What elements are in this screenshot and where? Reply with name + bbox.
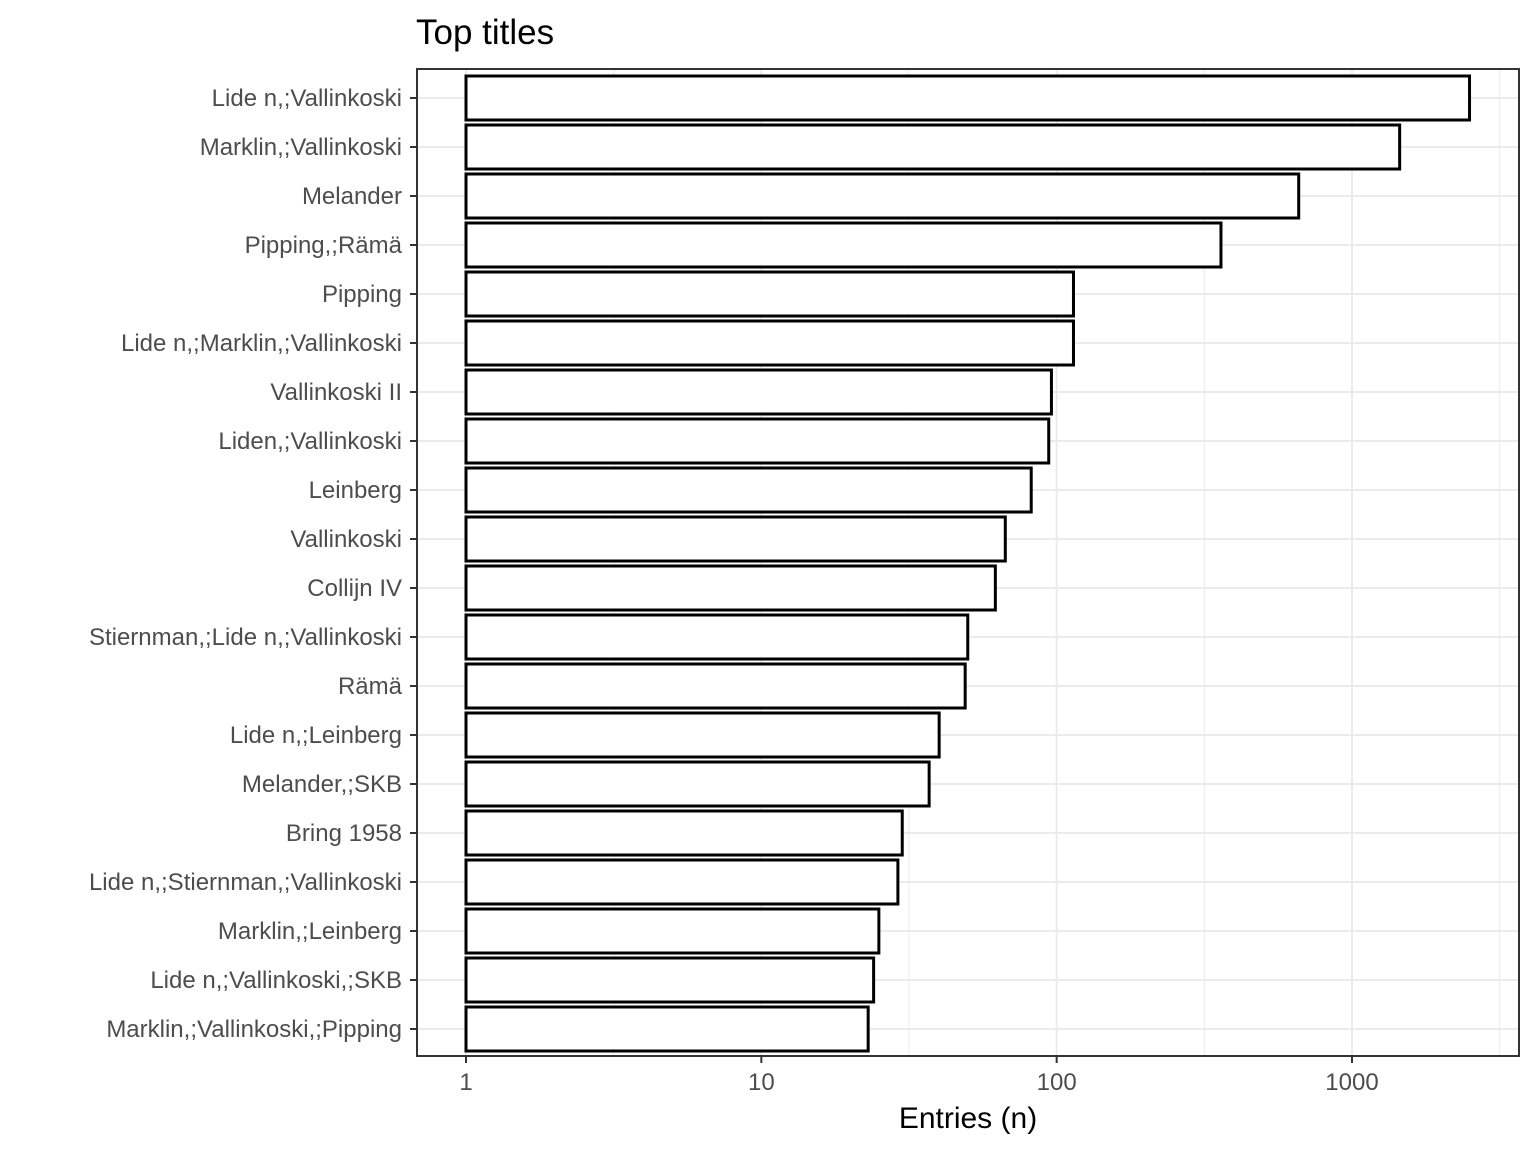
y-tick-label: Vallinkoski II bbox=[270, 379, 402, 406]
y-tick-label: Rämä bbox=[338, 673, 403, 700]
y-axis: Lide n,;Vallinkoski Marklin,;Vallinkoski M… bbox=[89, 85, 417, 1043]
bar bbox=[464, 466, 1033, 514]
y-tick-label: Liden,;Vallinkoski bbox=[218, 428, 402, 455]
y-tick-label: Marklin,;Vallinkoski bbox=[200, 134, 402, 161]
y-tick-label: Stiernman,;Lide n,;Vallinkoski bbox=[89, 624, 402, 651]
bar bbox=[464, 907, 881, 955]
bar bbox=[464, 221, 1223, 269]
y-tick-label: Lide n,;Vallinkoski bbox=[212, 85, 402, 112]
x-tick-label: 100 bbox=[1037, 1069, 1077, 1096]
bar bbox=[464, 515, 1007, 563]
y-tick-label: Lide n,;Vallinkoski,;SKB bbox=[150, 967, 402, 994]
bar bbox=[464, 858, 900, 906]
y-tick-label: Vallinkoski bbox=[290, 526, 402, 553]
bar bbox=[464, 1005, 870, 1053]
y-tick-label: Lide n,;Stiernman,;Vallinkoski bbox=[89, 869, 402, 896]
y-tick-label: Pipping,;Rämä bbox=[245, 232, 403, 259]
bar bbox=[464, 417, 1051, 465]
bar bbox=[464, 368, 1053, 416]
y-tick-label: Pipping bbox=[322, 281, 402, 308]
bar bbox=[464, 760, 931, 808]
bar bbox=[464, 711, 941, 759]
y-tick-label: Marklin,;Leinberg bbox=[218, 918, 402, 945]
bar bbox=[464, 564, 997, 612]
y-tick-label: Lide n,;Leinberg bbox=[230, 722, 402, 749]
bars bbox=[464, 74, 1472, 1053]
bar bbox=[464, 809, 904, 857]
bar bbox=[464, 613, 970, 661]
y-tick-label: Marklin,;Vallinkoski,;Pipping bbox=[106, 1016, 402, 1043]
bar bbox=[464, 74, 1472, 122]
y-tick-label: Bring 1958 bbox=[286, 820, 402, 847]
y-tick-label: Melander,;SKB bbox=[242, 771, 402, 798]
x-tick-label: 1 bbox=[459, 1069, 472, 1096]
y-tick-label: Leinberg bbox=[309, 477, 402, 504]
y-tick-label: Collijn IV bbox=[307, 575, 402, 602]
bar bbox=[464, 172, 1301, 220]
bar bbox=[464, 662, 967, 710]
bar bbox=[464, 319, 1075, 367]
x-tick-label: 10 bbox=[748, 1069, 775, 1096]
bar bbox=[464, 956, 876, 1004]
x-axis: 1 10 100 1000 bbox=[459, 1056, 1379, 1096]
panel-border bbox=[416, 68, 1520, 1057]
x-axis-label: Entries (n) bbox=[899, 1102, 1037, 1135]
bar bbox=[464, 123, 1402, 171]
y-tick-label: Lide n,;Marklin,;Vallinkoski bbox=[121, 330, 402, 357]
chart-title: Top titles bbox=[416, 13, 554, 52]
bar bbox=[464, 270, 1075, 318]
y-tick-label: Melander bbox=[302, 183, 402, 210]
x-tick-label: 1000 bbox=[1325, 1069, 1378, 1096]
